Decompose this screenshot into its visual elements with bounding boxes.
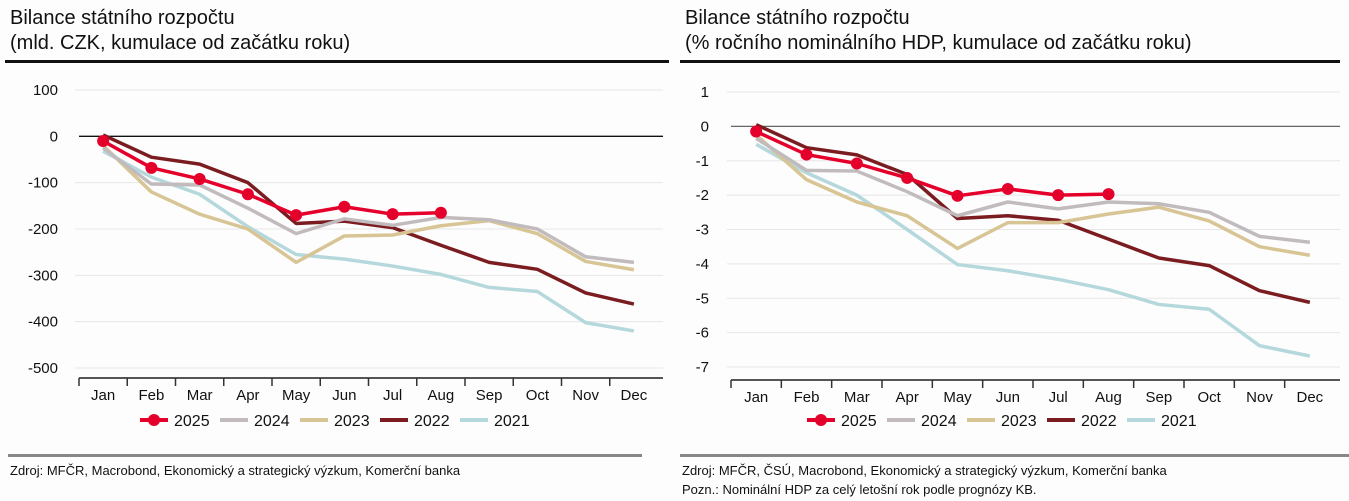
- chart-title: Bilance státního rozpočtu (mld. CZK, kum…: [10, 6, 350, 56]
- x-tick-label: Nov: [1246, 389, 1273, 406]
- data-point-2025: [241, 188, 254, 201]
- y-tick-label: -500: [28, 360, 58, 377]
- x-tick-label: Apr: [895, 389, 918, 406]
- divider: [680, 60, 1340, 63]
- data-point-2025: [193, 172, 206, 185]
- legend-label: 2023: [1001, 413, 1037, 430]
- legend-label: 2021: [494, 413, 530, 430]
- x-tick-label: Jan: [744, 389, 768, 406]
- x-tick-label: Jul: [383, 387, 402, 404]
- chart-czk: 100 0 -100 -200 -300 -400 -500 Jan Feb Mar Apr May J…: [28, 82, 663, 430]
- y-tick-label: -3: [696, 222, 709, 239]
- y-tick-label: -6: [696, 325, 709, 342]
- legend-marker: [148, 414, 160, 426]
- data-point-2025: [434, 206, 447, 219]
- title-line: Bilance státního rozpočtu: [10, 7, 235, 29]
- series-line-2021: [755, 142, 1311, 358]
- legend-label: 2022: [1081, 413, 1117, 430]
- series-line-2024: [102, 146, 635, 265]
- y-tick-label: 1: [701, 84, 709, 101]
- x-tick-label: Jul: [1049, 389, 1068, 406]
- legend-label: 2025: [174, 413, 210, 430]
- x-tick-label: Nov: [572, 387, 599, 404]
- x-tick-label: Aug: [1095, 389, 1122, 406]
- x-tick-label: Sep: [1145, 389, 1172, 406]
- legend-label: 2025: [841, 413, 877, 430]
- y-tick-label: 100: [33, 82, 58, 99]
- data-point-2025: [386, 208, 399, 221]
- x-tick-label: Jun: [332, 387, 356, 404]
- x-tick-label: Oct: [1197, 389, 1221, 406]
- divider: [5, 60, 669, 63]
- chart-panel-czk: Bilance státního rozpočtu (mld. CZK, kum…: [0, 0, 672, 501]
- title-line: Bilance státního rozpočtu: [685, 7, 910, 29]
- data-point-2025: [1052, 189, 1065, 202]
- legend-label: 2022: [414, 413, 450, 430]
- x-tick-label: Mar: [844, 389, 870, 406]
- y-tick-label: -200: [28, 221, 58, 238]
- legend-label: 2024: [254, 413, 290, 430]
- data-point-2025: [290, 209, 303, 222]
- legend-label: 2021: [1161, 413, 1197, 430]
- x-tick-label: Jan: [91, 387, 115, 404]
- source-note: Zdroj: MFČR, ČSÚ, Macrobond, Ekonomický …: [682, 463, 1167, 478]
- y-tick-label: -400: [28, 314, 58, 331]
- x-tick-label: Aug: [428, 387, 455, 404]
- series-line-2025: [755, 129, 1109, 198]
- x-tick-label: Oct: [526, 387, 550, 404]
- series-line-2022: [755, 123, 1311, 305]
- y-tick-label: -5: [696, 290, 709, 307]
- series-line-2021: [102, 149, 635, 333]
- data-point-2025: [750, 125, 763, 138]
- data-point-2025: [901, 171, 914, 184]
- data-point-2025: [1102, 188, 1115, 201]
- source-note: Zdroj: MFČR, Macrobond, Ekonomický a str…: [10, 463, 461, 478]
- x-tick-label: Jun: [996, 389, 1020, 406]
- series-line-2023: [755, 133, 1311, 258]
- subtitle-line: (mld. CZK, kumulace od začátku roku): [10, 32, 351, 54]
- data-point-2025: [97, 134, 110, 147]
- y-tick-label: -7: [696, 359, 709, 376]
- data-point-2025: [951, 189, 964, 202]
- legend-marker: [815, 414, 827, 426]
- x-tick-label: May: [282, 387, 311, 404]
- data-point-2025: [850, 157, 863, 170]
- series-line-2024: [755, 136, 1311, 244]
- chart-panel-gdp: Bilance státního rozpočtu (% ročního nom…: [675, 0, 1349, 501]
- y-tick-label: -100: [28, 175, 58, 192]
- x-tick-label: Dec: [1296, 389, 1323, 406]
- data-point-2025: [800, 148, 813, 161]
- x-tick-label: Mar: [187, 387, 213, 404]
- legend-label: 2024: [921, 413, 957, 430]
- x-tick-label: Sep: [476, 387, 503, 404]
- x-tick-label: Dec: [621, 387, 648, 404]
- series-line-2022: [102, 133, 635, 306]
- x-tick-label: Feb: [138, 387, 164, 404]
- footnote: Pozn.: Nominální HDP za celý letošní rok…: [682, 482, 1037, 497]
- y-tick-label: -2: [696, 187, 709, 204]
- subtitle-line: (% ročního nominálního HDP, kumulace od …: [685, 32, 1192, 54]
- data-point-2025: [338, 200, 351, 213]
- series-line-2023: [101, 144, 635, 272]
- chart-title: Bilance státního rozpočtu (% ročního nom…: [685, 6, 1192, 56]
- divider: [8, 454, 642, 457]
- y-tick-label: -300: [28, 267, 58, 284]
- divider: [680, 454, 1349, 457]
- data-point-2025: [1001, 182, 1014, 195]
- y-tick-label: 0: [50, 128, 58, 145]
- y-tick-label: 0: [701, 118, 709, 135]
- y-tick-label: -1: [696, 153, 709, 170]
- chart-gdp: 1 0 -1 -2 -3 -4 -5 -6 -7 Jan Feb Mar Apr May Jun Jul Aug…: [696, 84, 1340, 430]
- x-tick-label: Feb: [794, 389, 820, 406]
- series-line-2025: [102, 139, 441, 217]
- legend-label: 2023: [334, 413, 370, 430]
- data-point-2025: [145, 161, 158, 174]
- x-tick-label: Apr: [236, 387, 259, 404]
- y-tick-label: -4: [696, 256, 709, 273]
- x-tick-label: May: [943, 389, 972, 406]
